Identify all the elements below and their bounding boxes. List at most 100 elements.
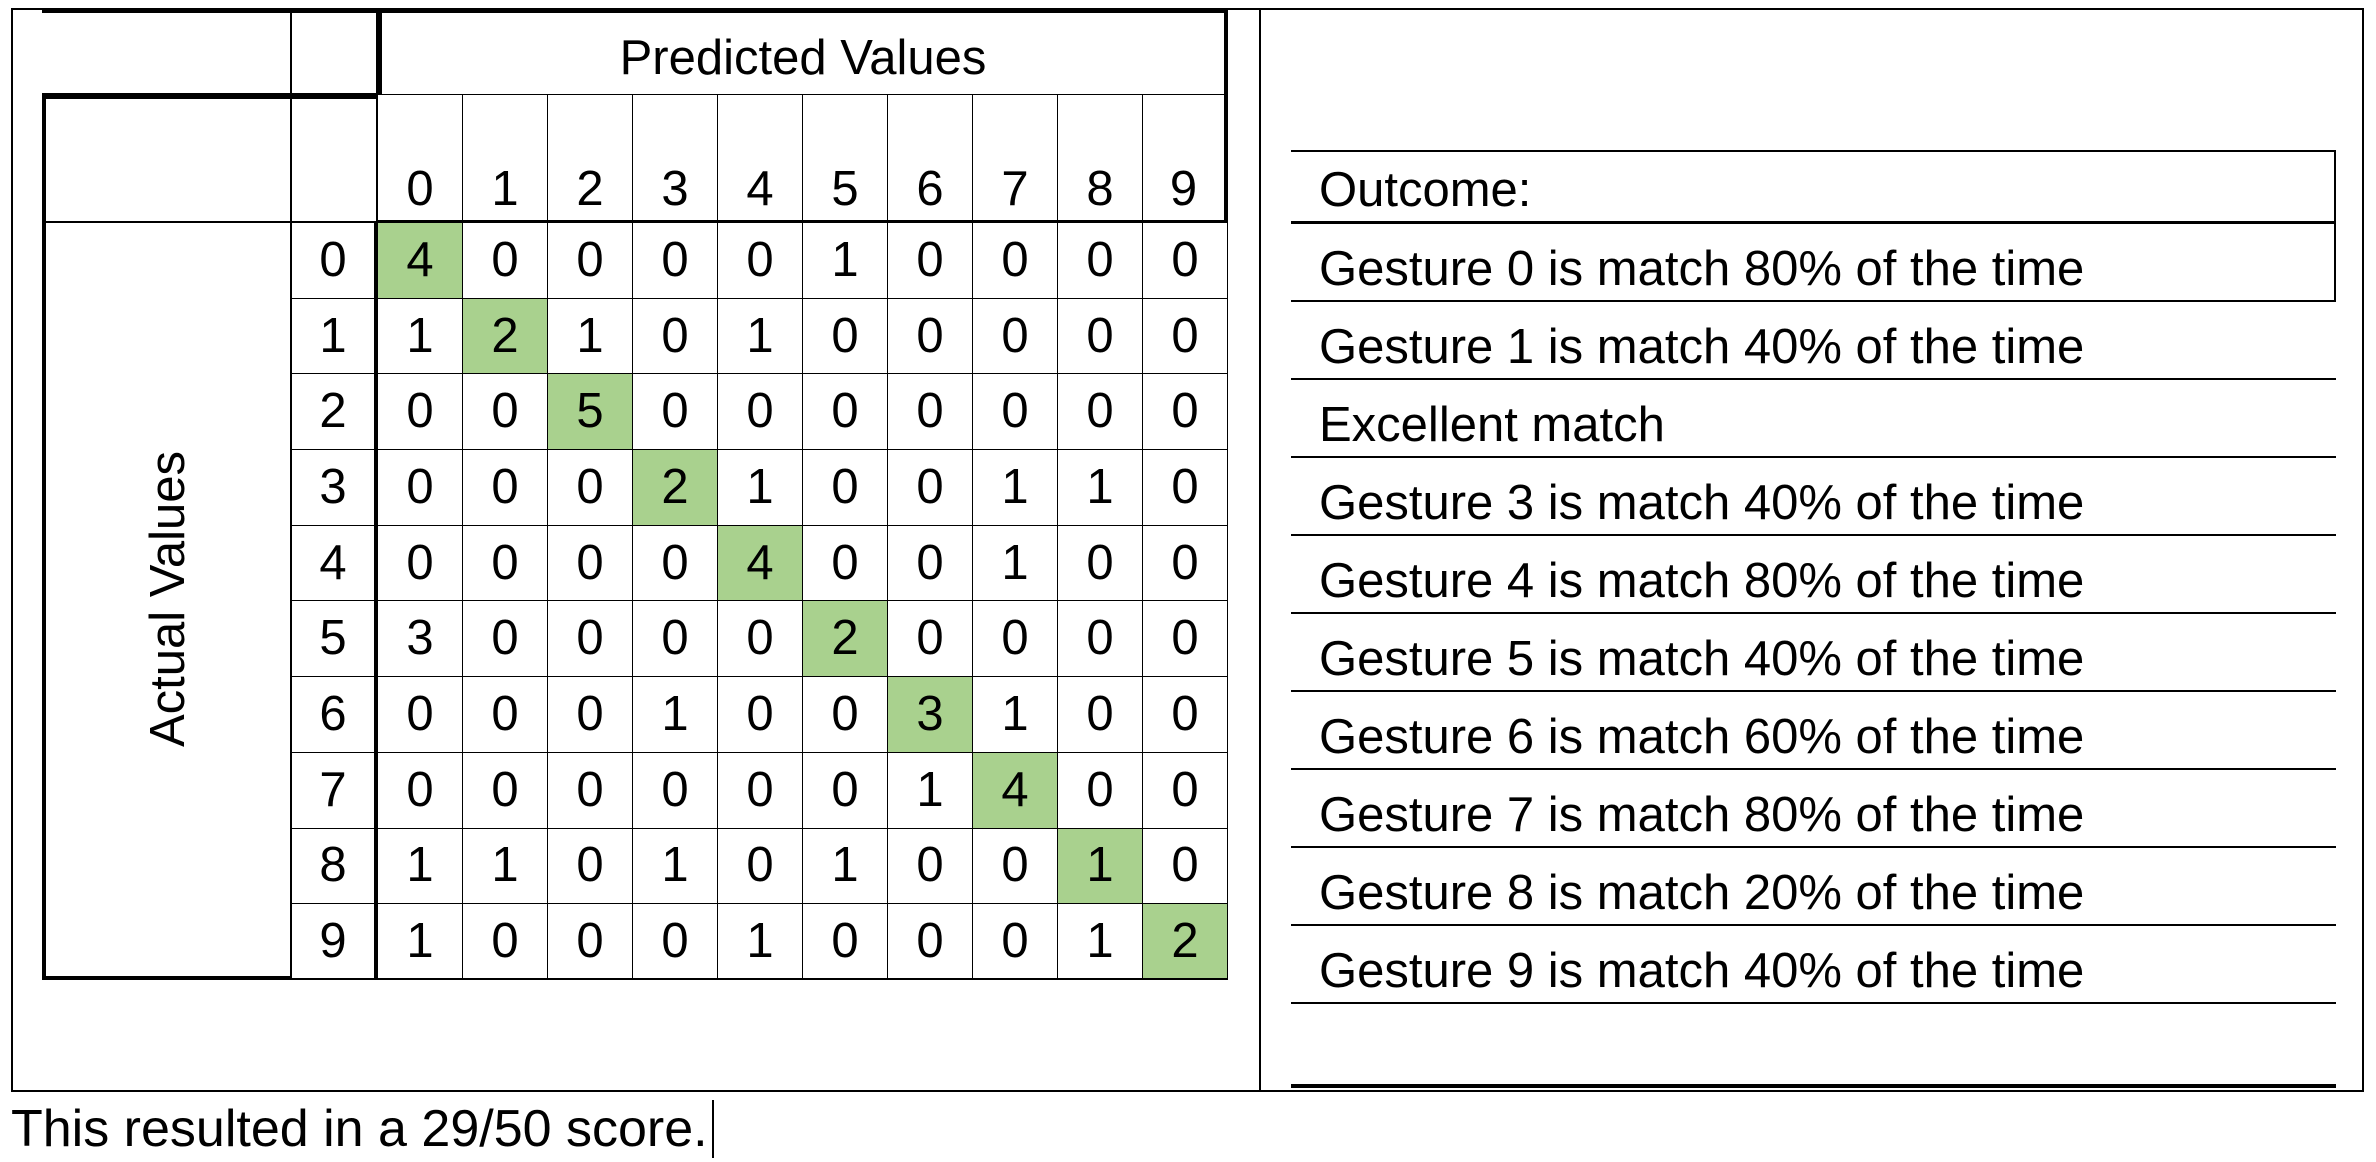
- matrix-cell: 0: [888, 828, 973, 905]
- row-header: 6: [292, 677, 378, 753]
- matrix-cell: 1: [718, 450, 803, 526]
- matrix-cell: 0: [888, 374, 973, 451]
- matrix-cell: 0: [548, 828, 633, 905]
- outcome-line: Gesture 8 is match 20% of the time: [1291, 848, 2336, 926]
- matrix-cell: 0: [1058, 601, 1143, 678]
- matrix-cell: 1: [803, 828, 888, 905]
- column-header: 2: [548, 95, 633, 223]
- column-header: 0: [378, 95, 463, 223]
- outcome-table: Outcome: Gesture 0 is match 80% of the t…: [1291, 150, 2336, 1088]
- row-header: 8: [292, 828, 378, 905]
- matrix-cell: 0: [378, 525, 463, 602]
- outcome-empty-row: [1291, 1004, 2336, 1088]
- matrix-cell: 0: [548, 677, 633, 753]
- matrix-cell: 0: [1143, 450, 1228, 526]
- matrix-cell: 1: [1058, 904, 1143, 980]
- matrix-cell: 0: [973, 601, 1058, 678]
- matrix-cell: 0: [1143, 601, 1228, 678]
- matrix-cell: 1: [378, 828, 463, 905]
- matrix-cell: 0: [463, 374, 548, 451]
- column-header: 6: [888, 95, 973, 223]
- column-header: 9: [1143, 95, 1228, 223]
- matrix-cell: 0: [633, 525, 718, 602]
- text-cursor: [711, 1100, 714, 1158]
- matrix-cell: 0: [1143, 374, 1228, 451]
- outcome-line: Gesture 9 is match 40% of the time: [1291, 926, 2336, 1004]
- matrix-cell: 0: [803, 298, 888, 375]
- matrix-cell: 0: [718, 223, 803, 299]
- matrix-cell: 0: [463, 525, 548, 602]
- matrix-cell: 0: [973, 828, 1058, 905]
- column-divider: [1259, 8, 1261, 1092]
- corner-cell-right-2: [292, 95, 378, 223]
- matrix-cell: 0: [378, 450, 463, 526]
- column-header: 7: [973, 95, 1058, 223]
- matrix-cell: 0: [633, 374, 718, 451]
- matrix-cell: 0: [378, 752, 463, 829]
- outcome-line: Gesture 1 is match 40% of the time: [1291, 302, 2336, 380]
- matrix-cell: 0: [633, 298, 718, 375]
- matrix-cell: 0: [718, 601, 803, 678]
- matrix-cell-diagonal: 3: [888, 677, 973, 753]
- matrix-cell: 0: [973, 298, 1058, 375]
- matrix-cell: 1: [548, 298, 633, 375]
- predicted-values-title: Predicted Values: [378, 9, 1228, 95]
- matrix-cell: 0: [888, 525, 973, 602]
- matrix-cell: 0: [548, 223, 633, 299]
- matrix-cell-diagonal: 2: [1143, 904, 1228, 980]
- actual-values-label-cell: Actual Values: [42, 223, 292, 980]
- matrix-cell: 0: [1143, 677, 1228, 753]
- matrix-cell: 0: [718, 677, 803, 753]
- matrix-cell: 0: [718, 828, 803, 905]
- matrix-cell: 0: [633, 752, 718, 829]
- matrix-cell: 1: [973, 525, 1058, 602]
- matrix-cell: 0: [463, 752, 548, 829]
- matrix-cell-diagonal: 4: [973, 752, 1058, 829]
- matrix-cell: 0: [548, 525, 633, 602]
- matrix-cell: 0: [888, 601, 973, 678]
- matrix-cell: 1: [718, 298, 803, 375]
- matrix-cell-diagonal: 5: [548, 374, 633, 451]
- corner-cell-left: [42, 9, 292, 95]
- column-header: 4: [718, 95, 803, 223]
- matrix-cell: 1: [803, 223, 888, 299]
- row-header: 3: [292, 450, 378, 526]
- matrix-cell: 0: [1058, 677, 1143, 753]
- outcome-line: Gesture 0 is match 80% of the time: [1291, 224, 2336, 302]
- matrix-cell: 0: [378, 677, 463, 753]
- matrix-cell: 0: [888, 223, 973, 299]
- matrix-cell: 0: [718, 752, 803, 829]
- matrix-cell: 1: [463, 828, 548, 905]
- row-header: 2: [292, 374, 378, 451]
- matrix-cell: 1: [718, 904, 803, 980]
- matrix-cell: 1: [973, 450, 1058, 526]
- matrix-cell: 0: [548, 450, 633, 526]
- matrix-cell: 0: [973, 223, 1058, 299]
- matrix-cell: 0: [803, 450, 888, 526]
- matrix-cell: 1: [378, 904, 463, 980]
- matrix-cell: 0: [463, 904, 548, 980]
- matrix-cell: 1: [973, 677, 1058, 753]
- matrix-cell: 0: [803, 525, 888, 602]
- matrix-cell: 1: [1058, 450, 1143, 526]
- matrix-cell-diagonal: 2: [803, 601, 888, 678]
- outcome-line: Excellent match: [1291, 380, 2336, 458]
- row-header: 5: [292, 601, 378, 678]
- row-header: 1: [292, 298, 378, 375]
- corner-cell-left-2: [42, 95, 292, 223]
- outcome-line: Gesture 7 is match 80% of the time: [1291, 770, 2336, 848]
- score-caption[interactable]: This resulted in a 29/50 score.: [11, 1098, 714, 1160]
- column-header: 3: [633, 95, 718, 223]
- matrix-cell: 0: [1058, 223, 1143, 299]
- row-header: 4: [292, 525, 378, 602]
- outcome-line: Gesture 3 is match 40% of the time: [1291, 458, 2336, 536]
- matrix-cell: 0: [803, 752, 888, 829]
- matrix-cell: 0: [548, 601, 633, 678]
- matrix-cell: 0: [1143, 828, 1228, 905]
- column-header: 5: [803, 95, 888, 223]
- matrix-cell: 1: [633, 677, 718, 753]
- matrix-cell: 0: [1143, 223, 1228, 299]
- matrix-cell: 0: [633, 223, 718, 299]
- matrix-cell: 0: [463, 677, 548, 753]
- matrix-cell: 0: [803, 374, 888, 451]
